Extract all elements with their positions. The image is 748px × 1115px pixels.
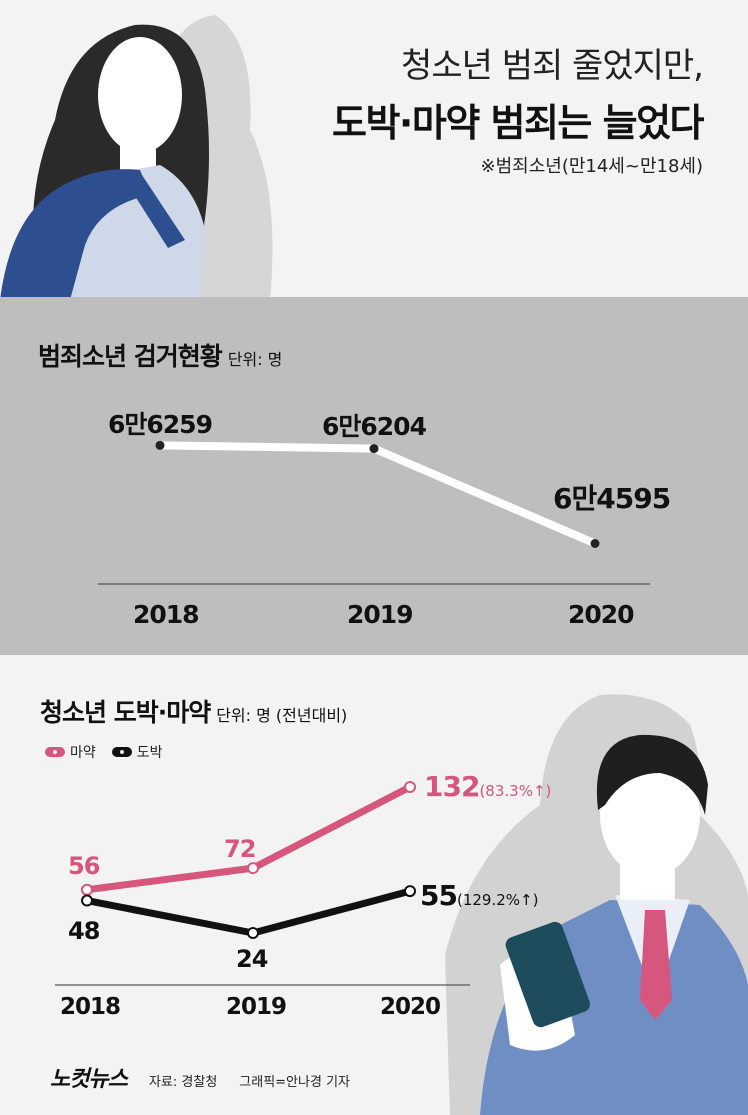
chart2-value-label-gambling: 24 — [236, 945, 268, 973]
man-hair — [596, 734, 708, 815]
chart1-value-label: 6만6259 — [108, 410, 213, 439]
girl-face — [98, 37, 182, 153]
phone-icon — [505, 921, 591, 1028]
footer-source: 자료: 경찰청 — [148, 1075, 218, 1090]
chart2-point — [81, 883, 93, 896]
footer-credit: 그래픽=안나경 기자 — [239, 1075, 350, 1090]
headline-line2: 도박·마약 범죄는 늘었다 — [332, 101, 705, 145]
chart2-value-label-gambling: 48 — [68, 917, 100, 945]
chart2-legend: 마약 도박 — [45, 742, 163, 762]
legend-swatch-drug — [45, 747, 65, 757]
chart2-title-row: 청소년 도박·마약 단위: 명 (전년대비) — [40, 693, 347, 729]
chart2-title: 청소년 도박·마약 — [40, 698, 211, 727]
chart1-point — [590, 538, 600, 548]
chart1-year-label: 2020 — [568, 600, 635, 629]
chart2-year-label: 2020 — [380, 994, 441, 1020]
chart1-svg — [98, 440, 650, 585]
gambling-drug-section: 청소년 도박·마약 단위: 명 (전년대비) 마약 도박 56 72 132(83.3… — [0, 655, 748, 1115]
girl-backpack — [0, 169, 150, 300]
man-face — [600, 753, 700, 877]
chart2-point — [404, 885, 416, 898]
chart2-value-label-drug: 132(83.3%↑) — [424, 770, 552, 803]
chart2-point — [247, 927, 259, 939]
chart2-value-label-gambling: 55(129.2%↑) — [420, 879, 539, 912]
header: 청소년 범죄 줄었지만, 도박·마약 범죄는 늘었다 ※범죄소년(만14세~만1… — [0, 0, 748, 300]
legend-item-drug: 마약 — [45, 742, 96, 762]
chart2-change-label-gambling: (129.2%↑) — [456, 891, 539, 909]
chart2-point — [247, 862, 259, 875]
chart2-year-label: 2018 — [60, 994, 121, 1020]
chart2-point — [81, 894, 93, 907]
legend-swatch-gambling — [111, 747, 132, 757]
man-illustration — [445, 694, 748, 1115]
legend-label-gambling: 도박 — [136, 745, 163, 761]
chart2-svg — [55, 781, 470, 986]
headline-note: ※범죄소년(만14세~만18세) — [480, 156, 704, 177]
chart1-year-label: 2019 — [347, 600, 414, 629]
chart2-change-label-drug: (83.3%↑) — [479, 782, 552, 800]
man-tie — [640, 910, 672, 1020]
headline-line1: 청소년 범죄 줄었지만, — [401, 46, 704, 86]
chart1-value-label: 6만4595 — [553, 482, 671, 515]
header-illustration — [0, 15, 273, 300]
legend-label-drug: 마약 — [70, 745, 96, 761]
juvenile-arrest-section: 범죄소년 검거현황 단위: 명 6만6259 6만6204 6만4595 2018 201… — [0, 297, 748, 655]
chart1-point — [155, 440, 165, 450]
chart1-point — [369, 444, 379, 454]
chart2-value-label-drug: 56 — [68, 852, 100, 880]
chart1-year-label: 2018 — [133, 600, 200, 629]
chart2-value-label-drug: 72 — [224, 835, 256, 863]
chart2-year-label: 2019 — [226, 994, 287, 1020]
chart1-unit: 단위: 명 — [227, 350, 283, 369]
chart1-title: 범죄소년 검거현황 — [38, 342, 223, 371]
chart1-series-line — [156, 441, 599, 548]
chart2-unit: 단위: 명 (전년대비) — [216, 706, 348, 725]
footer: 노컷뉴스 자료: 경찰청 그래픽=안나경 기자 — [50, 1061, 350, 1093]
chart2-point — [404, 781, 416, 793]
chart2-series-line-gambling — [83, 887, 414, 937]
chart1-value-label: 6만6204 — [322, 412, 427, 441]
logo: 노컷뉴스 — [50, 1067, 128, 1092]
legend-item-gambling: 도박 — [111, 742, 163, 762]
chart1-title-row: 범죄소년 검거현황 단위: 명 — [38, 337, 282, 373]
